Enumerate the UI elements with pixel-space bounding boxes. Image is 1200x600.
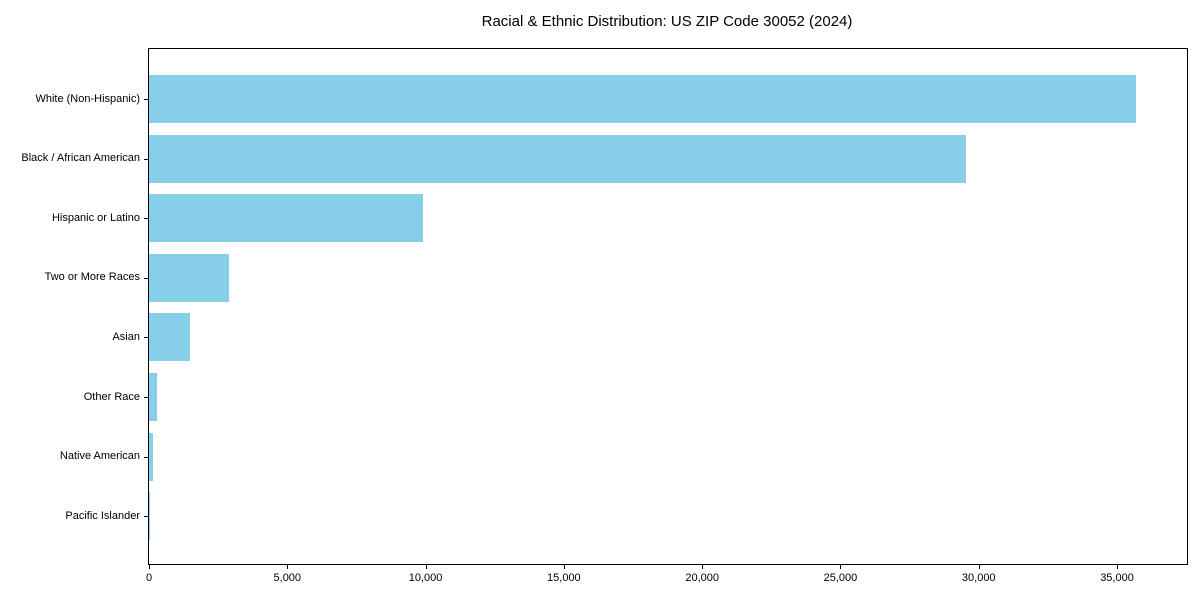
y-axis-tick [144, 337, 149, 339]
y-axis-tick [144, 218, 149, 220]
y-axis-label-native-american: Native American [59, 450, 140, 463]
y-axis-label-hispanic-or-latino: Hispanic or Latino [51, 211, 140, 224]
x-axis-tick-label: 0 [145, 572, 153, 584]
y-axis-label-pacific-islander: Pacific Islander [65, 509, 140, 522]
bar-pacific-islander [149, 492, 150, 541]
x-axis-tick [287, 564, 289, 569]
bar-hispanic-or-latino [149, 194, 423, 243]
y-axis-label-white-non-hispanic: White (Non-Hispanic) [35, 92, 140, 105]
bar-two-or-more-races [149, 253, 230, 302]
x-axis-tick-label: 5,000 [273, 572, 302, 584]
x-axis-tick [702, 564, 704, 569]
x-axis-tick-label: 25,000 [823, 572, 858, 584]
chart-title: Racial & Ethnic Distribution: US ZIP Cod… [481, 13, 853, 30]
x-axis-tick [563, 564, 565, 569]
y-axis-tick [144, 397, 149, 398]
x-axis-tick [149, 564, 150, 569]
x-axis-tick [425, 564, 427, 569]
bar-white-non-hispanic [149, 75, 1137, 123]
y-axis-tick [144, 456, 149, 458]
bar-other-race [149, 373, 157, 421]
y-axis-label-two-or-more-races: Two or More Races [44, 271, 140, 284]
y-axis-tick [144, 277, 149, 279]
y-axis-tick [144, 99, 149, 100]
y-axis-label-asian: Asian [112, 330, 140, 343]
x-axis-tick-label: 15,000 [547, 572, 581, 584]
bar-asian [149, 313, 191, 362]
plot-area: White (Non-Hispanic) Black / African Amer… [21, 48, 1188, 584]
x-axis-tick [978, 564, 980, 569]
y-axis-tick [144, 516, 149, 518]
x-axis-tick-label: 30,000 [961, 572, 996, 584]
x-axis-tick [840, 564, 842, 569]
x-axis-tick [1117, 564, 1119, 569]
x-axis-tick-label: 20,000 [685, 572, 719, 584]
x-axis-tick-label: 10,000 [408, 572, 443, 584]
bar-native-american [149, 432, 153, 481]
x-axis-tick-label: 35,000 [1100, 572, 1134, 584]
bar-black-african-american [149, 134, 967, 183]
y-axis-tick [144, 158, 149, 160]
y-axis-label-black-african-american: Black / African American [21, 152, 140, 165]
y-axis-label-other-race: Other Race [83, 390, 140, 403]
